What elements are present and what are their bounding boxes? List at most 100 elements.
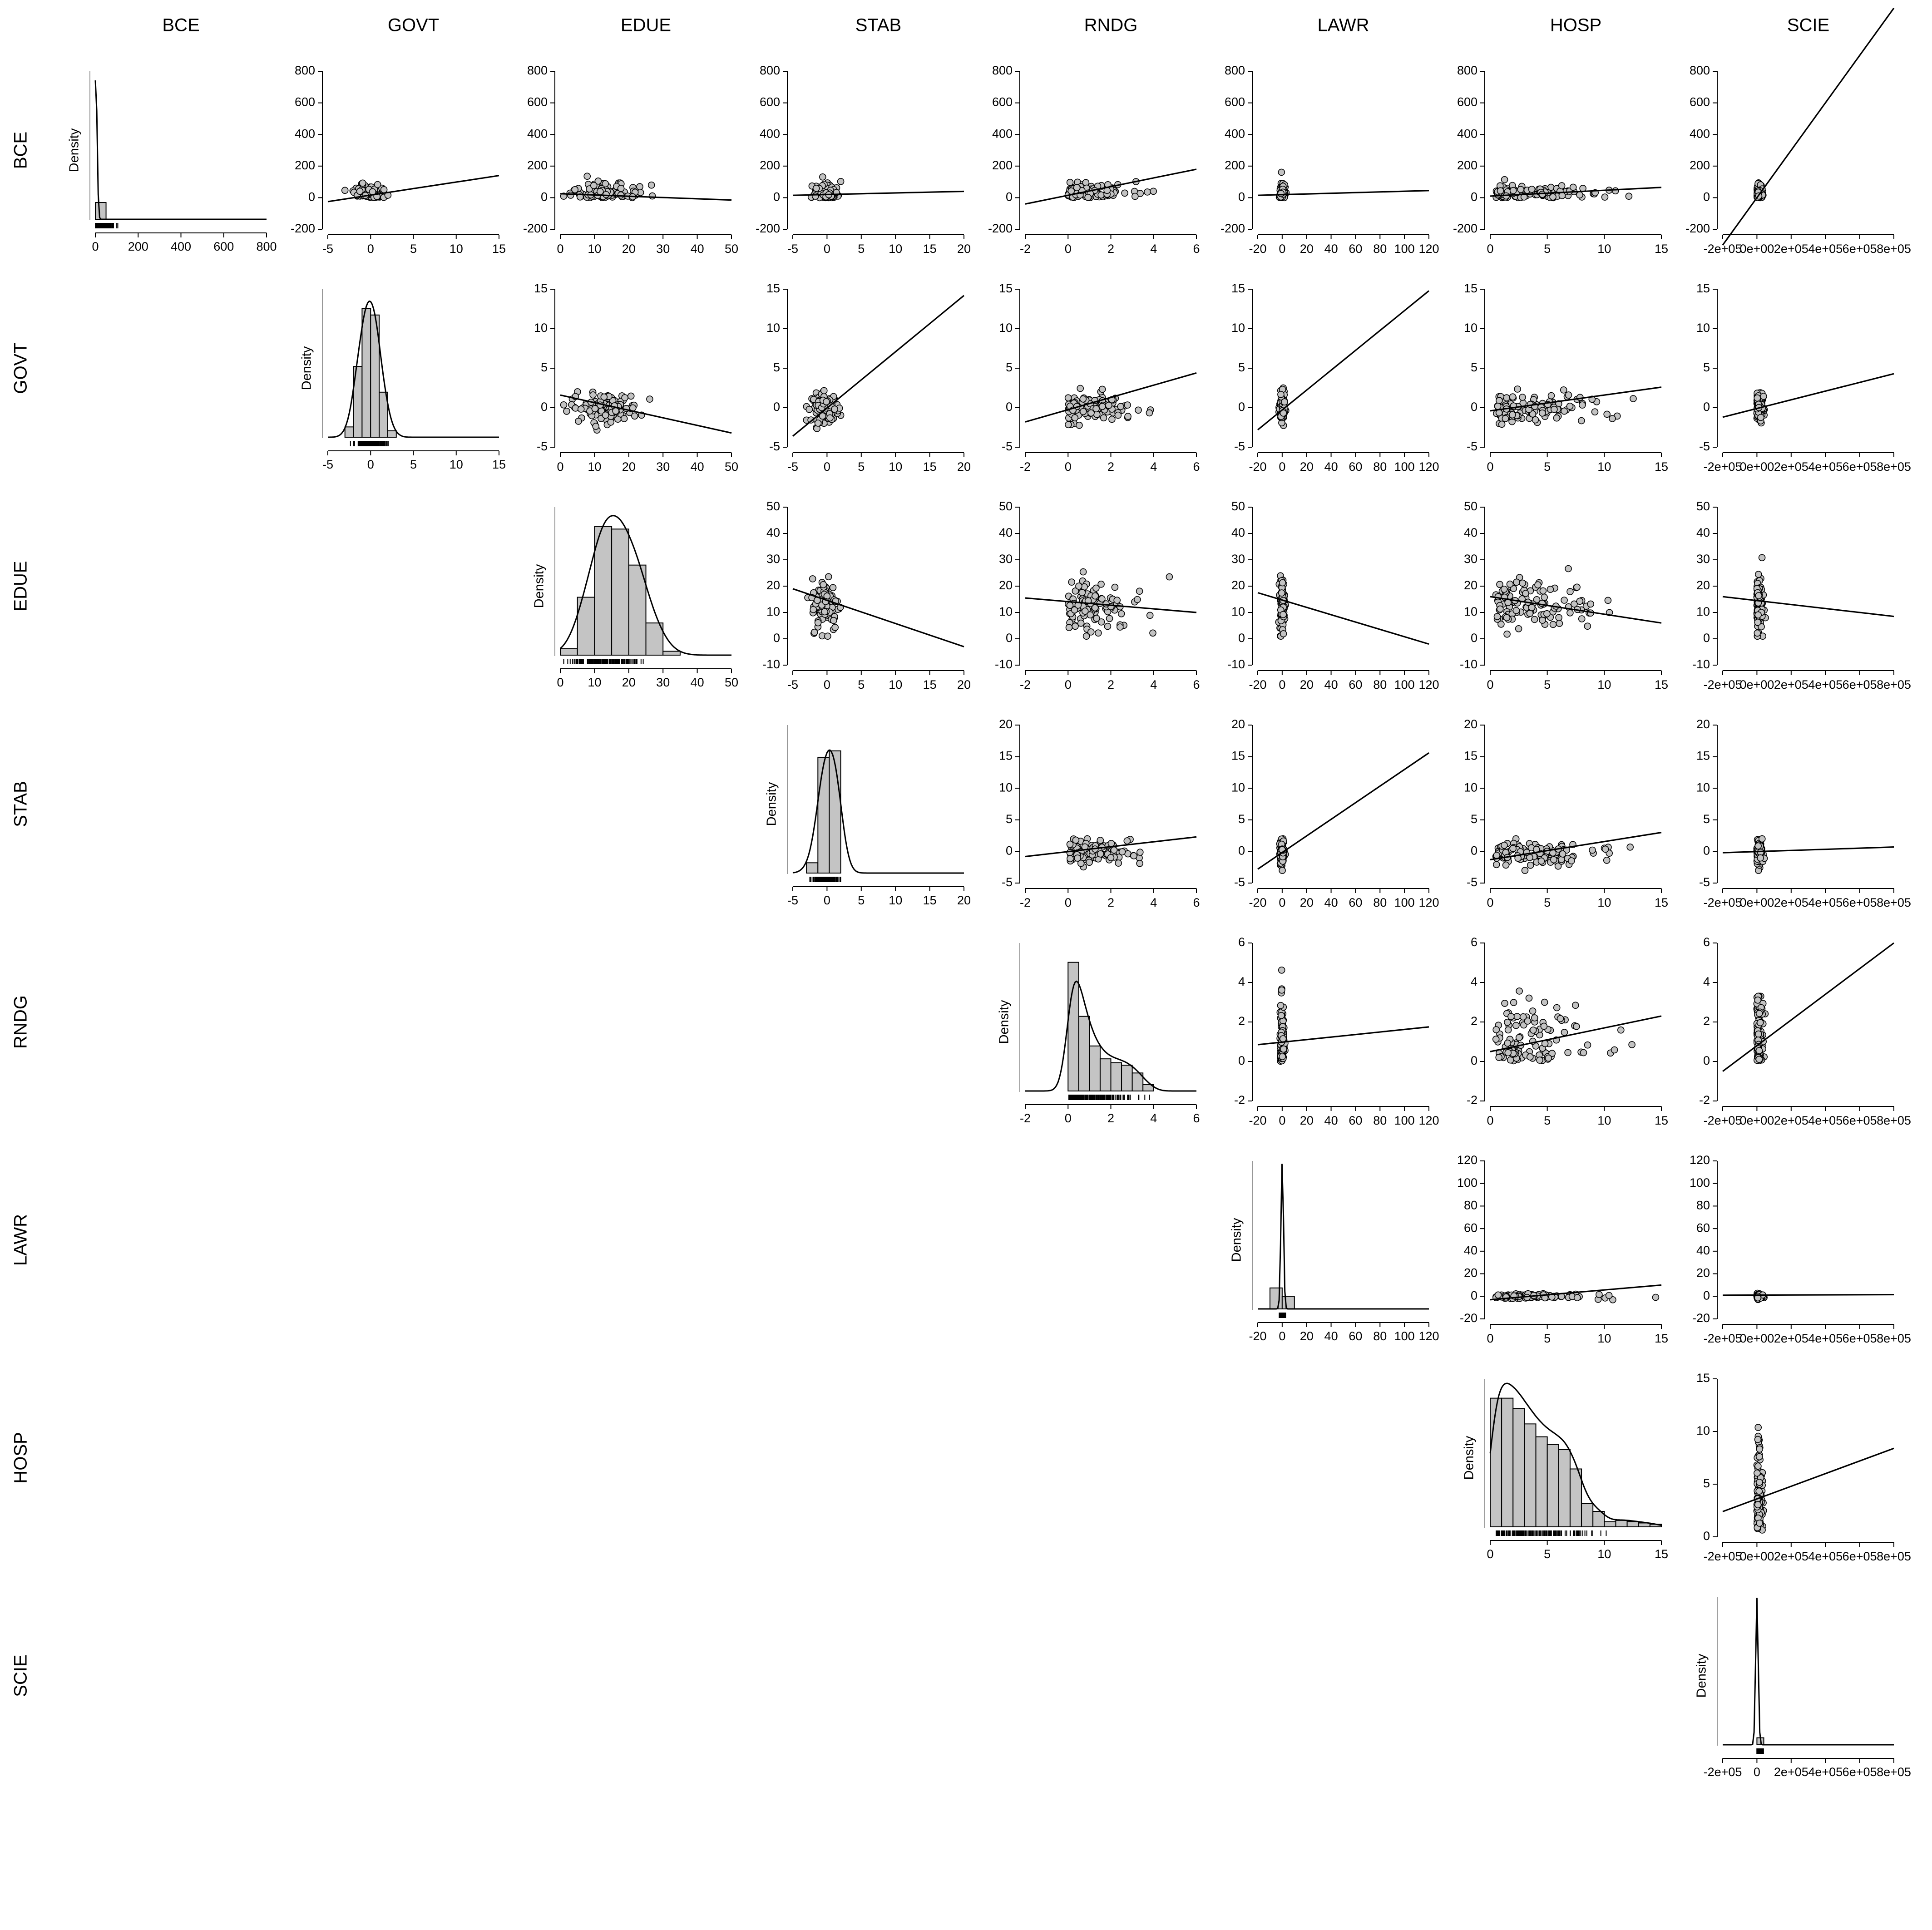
data-point bbox=[1525, 994, 1533, 1002]
x-tick-label: 0 bbox=[1065, 896, 1072, 909]
data-point bbox=[1066, 178, 1074, 186]
y-tick-label: 80 bbox=[1464, 1199, 1477, 1212]
scatter-panel-rndg-vs-hosp: -2 0 2 4 6 0 5 10 15 bbox=[1467, 935, 1668, 1127]
y-tick-label: 800 bbox=[1457, 64, 1477, 77]
y-tick-label: 10 bbox=[1464, 605, 1477, 618]
data-point bbox=[1573, 583, 1581, 591]
histogram-bar bbox=[1626, 1521, 1639, 1527]
y-tick-label: 20 bbox=[1696, 717, 1710, 731]
data-point bbox=[1079, 395, 1087, 403]
density-label: Density bbox=[67, 128, 82, 172]
data-point bbox=[627, 392, 635, 400]
y-tick-label: 5 bbox=[1238, 812, 1245, 826]
x-tick-label: 0e+00 bbox=[1739, 1114, 1774, 1127]
histogram-bar bbox=[1089, 1045, 1101, 1091]
x-tick-label: 5 bbox=[858, 678, 865, 691]
y-tick-label: 0 bbox=[1006, 844, 1013, 858]
data-point bbox=[1612, 187, 1619, 195]
x-tick-label: 0 bbox=[557, 460, 563, 474]
x-tick-label: 10 bbox=[1597, 242, 1611, 256]
data-point bbox=[814, 619, 822, 627]
data-point bbox=[1501, 176, 1508, 183]
y-tick-label: 20 bbox=[999, 717, 1013, 731]
x-tick-label: -20 bbox=[1249, 1329, 1266, 1343]
y-tick-label: 400 bbox=[1457, 127, 1477, 140]
data-point bbox=[620, 415, 628, 422]
x-tick-label: 0 bbox=[824, 678, 830, 691]
x-tick-label: 5 bbox=[1544, 896, 1551, 909]
data-point bbox=[1566, 402, 1574, 410]
y-tick-label: 0 bbox=[1006, 400, 1013, 414]
y-tick-label: 400 bbox=[760, 127, 780, 140]
data-point bbox=[612, 407, 619, 415]
data-point bbox=[1150, 188, 1157, 195]
x-tick-label: 0 bbox=[1065, 242, 1072, 256]
y-tick-label: 800 bbox=[295, 64, 315, 77]
x-tick-label: 400 bbox=[171, 240, 191, 253]
x-tick-label: 100 bbox=[1394, 896, 1415, 909]
data-point bbox=[1494, 402, 1502, 410]
data-point bbox=[1077, 385, 1084, 392]
y-tick-label: 800 bbox=[760, 64, 780, 77]
data-point bbox=[1531, 616, 1538, 623]
y-tick-label: 20 bbox=[1464, 717, 1477, 731]
x-tick-label: 10 bbox=[889, 893, 902, 907]
data-point bbox=[1601, 193, 1609, 201]
y-tick-label: 6 bbox=[1238, 935, 1245, 949]
regression-line bbox=[560, 394, 732, 434]
x-tick-label: 0 bbox=[1487, 896, 1493, 909]
x-tick-label: 20 bbox=[957, 460, 971, 474]
x-tick-label: 120 bbox=[1418, 678, 1439, 691]
y-tick-label: 0 bbox=[773, 190, 780, 204]
data-point bbox=[1504, 1039, 1512, 1047]
data-point bbox=[1098, 595, 1106, 602]
data-point bbox=[1166, 573, 1173, 581]
x-tick-label: 0 bbox=[1487, 1114, 1493, 1127]
y-tick-label: 0 bbox=[1703, 400, 1710, 414]
x-tick-label: 6 bbox=[1193, 896, 1200, 909]
data-point bbox=[1509, 411, 1516, 419]
y-tick-label: 30 bbox=[1696, 552, 1710, 566]
y-tick-label: -200 bbox=[988, 222, 1013, 235]
x-tick-label: -2e+05 bbox=[1704, 678, 1742, 691]
x-tick-label: 5 bbox=[1544, 242, 1551, 256]
y-tick-label: -2 bbox=[1467, 1093, 1477, 1107]
data-point bbox=[1580, 1049, 1587, 1056]
data-point bbox=[592, 423, 599, 430]
x-tick-label: 0 bbox=[367, 458, 374, 471]
data-point bbox=[1079, 568, 1087, 576]
data-point bbox=[810, 628, 818, 636]
x-tick-label: -5 bbox=[322, 242, 333, 256]
data-point bbox=[1596, 1291, 1603, 1298]
data-point bbox=[1754, 629, 1761, 637]
density-panel-govt: Density -5 0 5 10 15 bbox=[300, 289, 506, 471]
y-tick-label: -10 bbox=[1227, 657, 1245, 671]
scatter-panel-edue-vs-lawr: -10 0 10 20 30 40 50 -20 0 20 40 60 80 100 120 bbox=[1227, 499, 1439, 691]
data-point bbox=[1754, 842, 1762, 850]
data-point bbox=[1111, 583, 1119, 591]
y-tick-label: 10 bbox=[1231, 321, 1245, 335]
density-curve bbox=[94, 80, 267, 220]
y-tick-label: 40 bbox=[999, 526, 1013, 539]
data-point bbox=[594, 177, 602, 185]
data-point bbox=[1556, 1015, 1564, 1022]
x-tick-label: 60 bbox=[1349, 896, 1362, 909]
data-point bbox=[1277, 390, 1285, 398]
data-point bbox=[590, 182, 598, 189]
column-label-hosp: HOSP bbox=[1550, 15, 1601, 35]
y-tick-label: 400 bbox=[1690, 127, 1710, 140]
y-tick-label: 100 bbox=[1690, 1176, 1710, 1190]
data-point bbox=[617, 191, 625, 199]
data-point bbox=[1278, 1012, 1285, 1019]
data-point bbox=[1502, 861, 1510, 869]
data-point bbox=[1573, 1294, 1581, 1301]
data-point bbox=[1759, 835, 1766, 843]
data-point bbox=[341, 187, 349, 194]
data-point bbox=[577, 405, 585, 413]
data-point bbox=[1095, 629, 1102, 637]
histogram-bar bbox=[611, 528, 629, 656]
data-point bbox=[1092, 592, 1099, 600]
histogram-bar bbox=[1524, 1423, 1537, 1528]
regression-line bbox=[1490, 1015, 1662, 1052]
data-point bbox=[1098, 385, 1106, 393]
